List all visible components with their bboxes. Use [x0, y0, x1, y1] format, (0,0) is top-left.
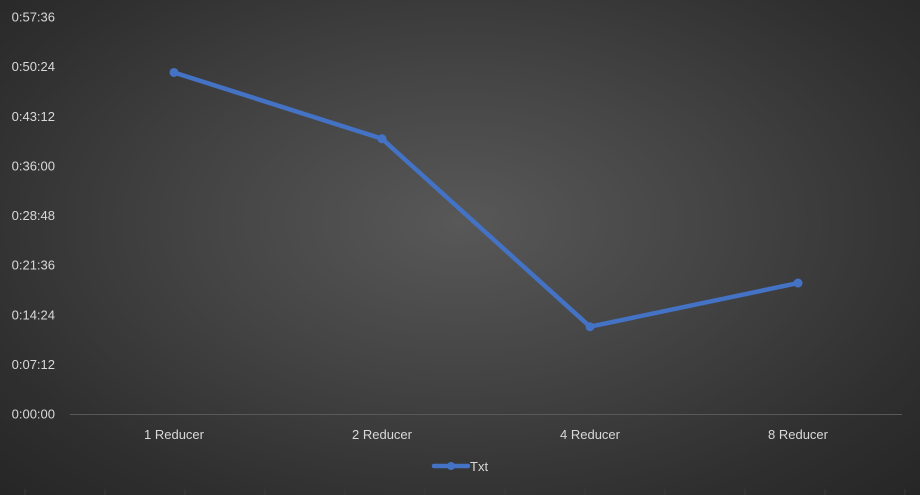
- y-tick-label: 0:57:36: [12, 10, 55, 25]
- y-tick-label: 0:36:00: [12, 158, 55, 173]
- x-axis-tick-marks: [25, 489, 905, 495]
- y-tick-label: 0:14:24: [12, 307, 55, 322]
- data-point[interactable]: [586, 322, 595, 331]
- legend-marker-icon: [447, 462, 455, 470]
- y-tick-label: 0:50:24: [12, 59, 55, 74]
- x-axis-labels: 1 Reducer 2 Reducer 4 Reducer 8 Reducer: [144, 427, 829, 442]
- y-tick-label: 0:28:48: [12, 208, 55, 223]
- y-tick-label: 0:07:12: [12, 357, 55, 372]
- series-line: [174, 72, 798, 326]
- y-tick-label: 0:21:36: [12, 258, 55, 273]
- y-tick-label: 0:00:00: [12, 407, 55, 422]
- y-axis-ticks: 0:00:00 0:07:12 0:14:24 0:21:36 0:28:48 0:36:…: [12, 10, 55, 422]
- x-tick-label: 1 Reducer: [144, 427, 205, 442]
- data-point[interactable]: [170, 68, 179, 77]
- y-tick-label: 0:43:12: [12, 109, 55, 124]
- legend-label: Txt: [470, 459, 488, 474]
- data-point[interactable]: [378, 134, 387, 143]
- x-tick-label: 8 Reducer: [768, 427, 829, 442]
- legend[interactable]: Txt: [434, 459, 488, 474]
- data-point[interactable]: [794, 279, 803, 288]
- x-tick-label: 2 Reducer: [352, 427, 413, 442]
- x-tick-label: 4 Reducer: [560, 427, 621, 442]
- series-group: [170, 68, 803, 331]
